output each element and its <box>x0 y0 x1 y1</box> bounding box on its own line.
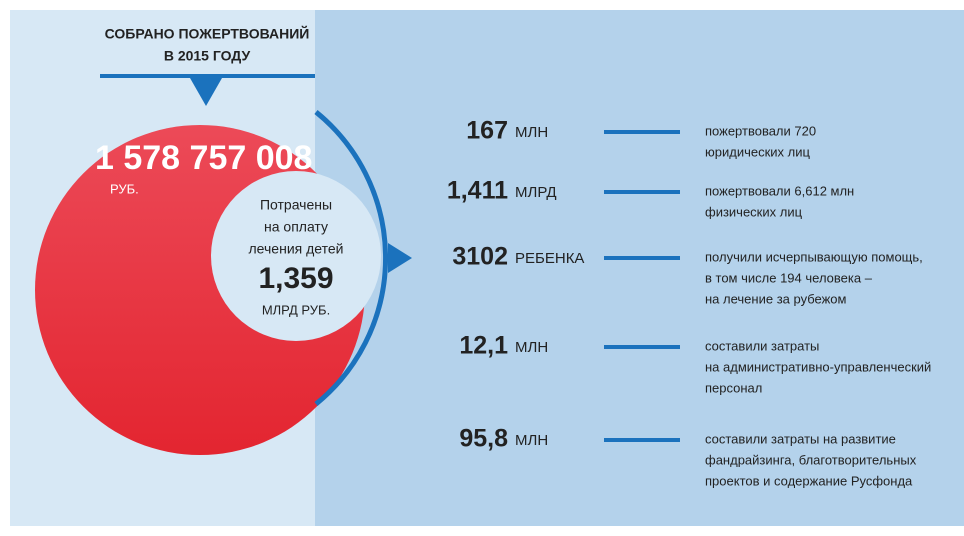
header-pointer <box>190 78 222 106</box>
row-description: составили затраты на развитие <box>705 431 896 446</box>
bracket-pointer <box>388 243 412 273</box>
row-description: фандрайзинга, благотворительных <box>705 452 917 467</box>
spent-amount: 1,359 <box>258 262 333 295</box>
row-description: получили исчерпывающую помощь, <box>705 249 923 264</box>
row-description: пожертвовали 6,612 млн <box>705 183 854 198</box>
spent-unit: МЛРД РУБ. <box>262 302 330 317</box>
spent-text: на оплату <box>264 219 328 235</box>
row-number: 1,411 <box>447 177 508 205</box>
row-description: на лечение за рубежом <box>705 291 847 306</box>
row-unit: МЛРД <box>515 184 557 201</box>
row-number: 95,8 <box>459 425 508 453</box>
row-number: 167 <box>466 117 508 145</box>
row-description: персонал <box>705 380 762 395</box>
row-number: 3102 <box>452 243 508 271</box>
header-title: СОБРАНО ПОЖЕРТВОВАНИЙ <box>105 25 310 42</box>
right-panel <box>315 10 964 526</box>
spent-text: Потрачены <box>260 197 332 213</box>
row-description: физических лиц <box>705 204 803 219</box>
row-unit: МЛН <box>515 339 548 356</box>
spent-circle <box>211 171 381 341</box>
header-title: В 2015 ГОДУ <box>164 48 251 64</box>
row-description: в том числе 194 человека – <box>705 270 873 285</box>
row-unit: МЛН <box>515 432 548 449</box>
row-description: пожертвовали 720 <box>705 123 816 138</box>
row-number: 12,1 <box>459 332 508 360</box>
bracket-arc <box>314 110 389 406</box>
total-unit: РУБ. <box>110 181 139 196</box>
row-description: на административно-управленческий <box>705 359 931 374</box>
row-description: проектов и содержание Русфонда <box>705 473 913 488</box>
row-description: составили затраты <box>705 338 819 353</box>
total-amount: 1 578 757 008 <box>95 139 312 177</box>
row-unit: РЕБЕНКА <box>515 250 584 267</box>
row-unit: МЛН <box>515 124 548 141</box>
row-description: юридических лиц <box>705 144 811 159</box>
spent-text: лечения детей <box>249 241 344 257</box>
